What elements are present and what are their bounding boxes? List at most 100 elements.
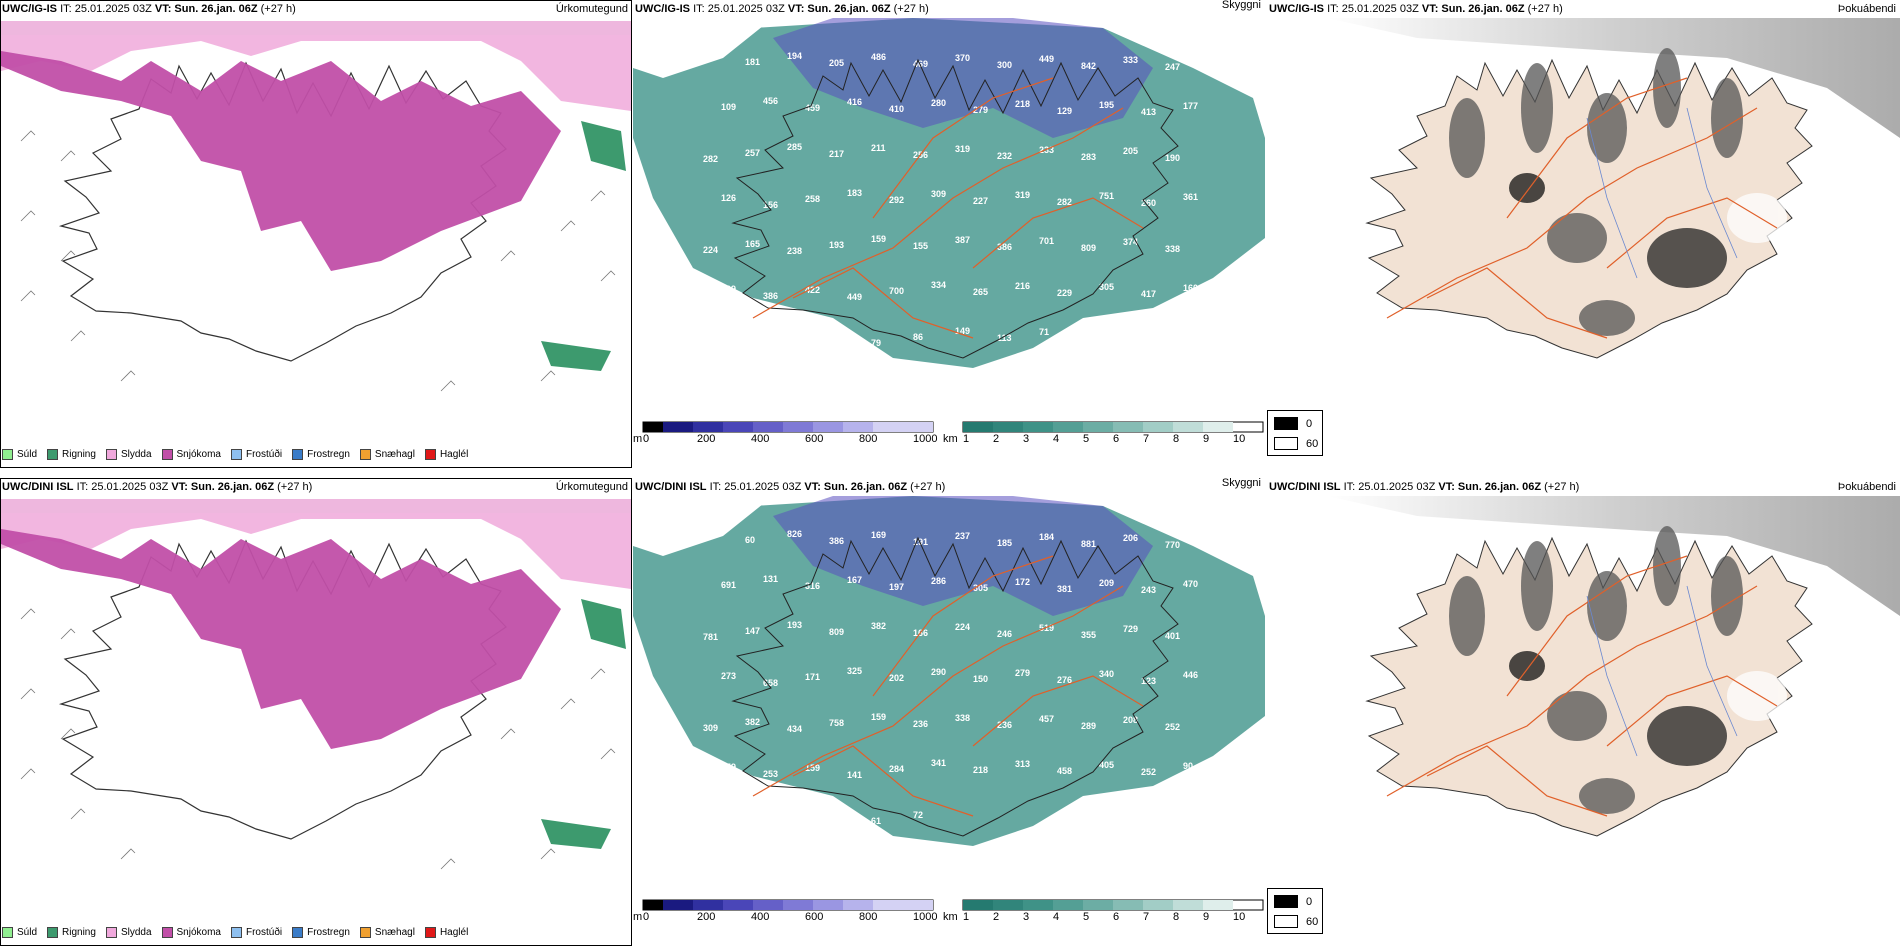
legend-label: Frostregn (307, 448, 350, 460)
cloud-value-label: 183 (847, 188, 862, 198)
cbar-tick: 1000 (913, 433, 938, 445)
cloud-value-label: 236 (913, 719, 928, 729)
cloud-value-label: 131 (763, 574, 778, 584)
valid-time: VT: Sun. 26.jan. 06Z (154, 3, 258, 15)
precip-legend-item: Súld (2, 448, 38, 460)
cloud-value-label: 319 (955, 144, 970, 154)
cbar-tick: 200 (697, 433, 716, 445)
precip-legend-item: Frostregn (292, 926, 350, 938)
cloud-value-label: 71 (1039, 327, 1049, 337)
legend-swatch (230, 448, 242, 460)
lead-time: (+27 h) (1544, 481, 1580, 493)
cloud-value-label: 486 (871, 52, 886, 62)
cbar-tick: 600 (805, 911, 824, 923)
cloud-value-label: 781 (703, 632, 718, 642)
cloud-value-label: 279 (973, 105, 988, 115)
cloud-labels: 91 181 194 205 486 469 370 300 449 842 333 247 109 45… (703, 50, 1198, 348)
cbar-unit: km (943, 911, 958, 923)
cloud-value-label: 387 (955, 235, 970, 245)
precip-legend-item: Slydda (105, 448, 152, 460)
legend-swatch (105, 448, 117, 460)
cloud-value-label: 456 (763, 96, 778, 106)
cbar-tick: 8 (1173, 911, 1180, 923)
cbar-tick: 9 (1203, 911, 1210, 923)
visibility-map: 91 181 194 205 486 469 370 300 449 842 333 247 109 45… (633, 18, 1265, 418)
cloud-value-label: 197 (889, 582, 904, 592)
legend-label: Rigning (62, 926, 96, 938)
cloud-value-label: 184 (787, 337, 802, 347)
precip-map (0, 0, 632, 468)
cloud-value-label: 751 (1099, 191, 1114, 201)
cloud-value-label: 334 (931, 280, 946, 290)
cloud-value-label: 305 (973, 583, 988, 593)
distance-km-colorbar: km 1 2 3 4 5 6 7 8 9 10 (943, 898, 1265, 926)
fog-legend: 0 60 (1267, 888, 1323, 934)
cloud-value-label: 758 (829, 718, 844, 728)
cloud-value-label: 177 (1183, 101, 1198, 111)
legend-label: Snæhagl (374, 926, 415, 938)
cloud-value-label: 881 (1081, 539, 1096, 549)
cloud-value-label: 61 (871, 816, 881, 826)
cloud-value-label: 109 (721, 102, 736, 112)
legend-label: 0 (1306, 417, 1313, 430)
cloud-value-label: 405 (1099, 760, 1114, 770)
precip-legend-item: Snjókoma (161, 926, 221, 938)
cloud-value-label: 416 (847, 97, 862, 107)
cloud-value-label: 258 (805, 194, 820, 204)
precip-title: Úrkomutegund (555, 481, 628, 493)
precip-legend-item: Frostúði (230, 926, 282, 938)
cbar-tick: 1 (963, 911, 970, 923)
legend-swatch (1274, 895, 1298, 908)
model-name: UWC/DINI ISL (635, 481, 707, 493)
cloud-value-label: 113 (997, 333, 1012, 343)
cloud-value-label: 141 (847, 770, 862, 780)
init-time: IT: 25.01.2025 03Z (1343, 481, 1436, 493)
cloud-value-label: 290 (931, 667, 946, 677)
precip-legend-item: Rigning (47, 448, 96, 460)
cloud-value-label: 217 (829, 149, 844, 159)
cloud-value-label: 208 (1123, 715, 1138, 725)
precip-legend-item: Frostúði (230, 448, 282, 460)
cloud-value-label: 279 (1015, 668, 1030, 678)
cloud-value-label: 150 (973, 674, 988, 684)
lead-time: (+27 h) (910, 481, 946, 493)
cloud-value-label: 160 (1183, 283, 1198, 293)
cloud-value-label: 91 (703, 50, 713, 60)
legend-label: Frostregn (307, 926, 350, 938)
legend-label: Snjókoma (176, 926, 221, 938)
cloud-value-label: 224 (703, 245, 718, 255)
fog-legend-item: 60 (1274, 437, 1318, 450)
cloud-value-label: 309 (721, 284, 736, 294)
cbar-tick: 7 (1143, 433, 1150, 445)
precip-legend-item: Frostregn (292, 448, 350, 460)
cbar-tick: 4 (1053, 911, 1060, 923)
visibility-title: Skyggni (1221, 477, 1261, 489)
cloud-value-label: 171 (805, 672, 820, 682)
legend-swatch (292, 448, 304, 460)
cloud-value-label: 159 (871, 712, 886, 722)
cbar-tick: 2 (993, 433, 1000, 445)
init-time: IT: 25.01.2025 03Z (693, 3, 785, 15)
forecast-row-1: UWC/IG-IS IT: 25.01.2025 03Z VT: Sun. 26… (0, 0, 1900, 468)
cloud-value-label: 265 (973, 287, 988, 297)
precip-legend-item: Rigning (47, 926, 96, 938)
cloud-value-label: 300 (997, 60, 1012, 70)
cloud-value-label: 457 (1039, 714, 1054, 724)
cloud-value-label: 156 (763, 200, 778, 210)
legend-label: Súld (17, 448, 38, 460)
cloud-value-label: 159 (871, 234, 886, 244)
cloud-value-label: 359 (721, 762, 736, 772)
cbar-tick: 10 (1233, 911, 1246, 923)
cloud-value-label: 167 (847, 575, 862, 585)
legend-swatch (2, 926, 13, 938)
legend-label: Haglél (439, 926, 469, 938)
cloud-value-label: 252 (1141, 767, 1156, 777)
cloud-value-label: 309 (703, 723, 718, 733)
cloud-value-label: 770 (1165, 540, 1180, 550)
cbar-unit: km (943, 433, 958, 445)
cloud-value-label: 123 (1141, 676, 1156, 686)
cloud-value-label: 382 (871, 621, 886, 631)
cloud-value-label: 216 (1015, 281, 1030, 291)
legend-swatch (1274, 417, 1298, 430)
cloud-value-label: 238 (787, 246, 802, 256)
